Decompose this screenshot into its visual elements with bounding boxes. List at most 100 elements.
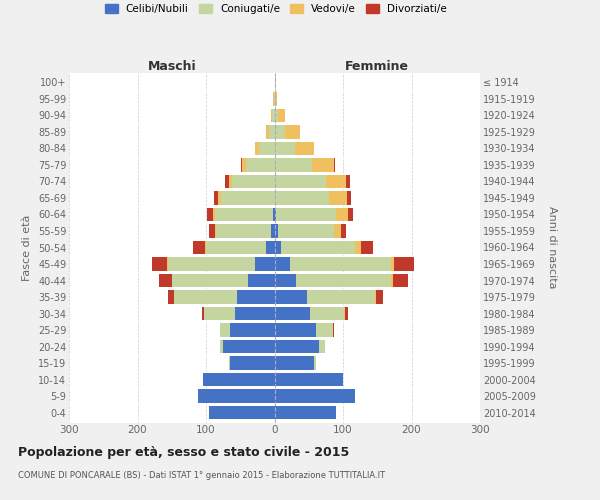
Bar (235, 307, 275, 320)
Bar (218, 191, 275, 204)
Bar (209, 224, 275, 238)
Bar (275, 406, 336, 419)
Bar (275, 340, 325, 353)
Bar (230, 356, 275, 370)
Bar (275, 390, 355, 403)
Bar (275, 356, 316, 370)
Bar (266, 240, 275, 254)
Bar (275, 274, 408, 287)
Bar (198, 390, 275, 403)
Bar (174, 290, 275, 304)
Bar (275, 307, 310, 320)
Bar (275, 208, 353, 221)
Bar (275, 356, 316, 370)
Bar (275, 390, 355, 403)
Bar (275, 108, 285, 122)
Bar (275, 191, 329, 204)
Bar (275, 240, 361, 254)
Bar (275, 307, 348, 320)
Bar (266, 125, 275, 138)
Bar (232, 174, 275, 188)
Bar (275, 224, 346, 238)
Bar (220, 324, 275, 337)
Bar (273, 92, 275, 106)
Bar (275, 92, 277, 106)
Bar (172, 274, 275, 287)
Bar (275, 324, 334, 337)
Bar (275, 158, 334, 172)
Bar (256, 142, 275, 155)
Bar (223, 340, 275, 353)
Bar (275, 76, 276, 89)
Bar (275, 390, 355, 403)
Bar (275, 406, 336, 419)
Bar (225, 174, 275, 188)
Bar (275, 174, 326, 188)
Bar (275, 224, 278, 238)
Bar (209, 406, 275, 419)
Bar (256, 142, 275, 155)
Bar (193, 240, 275, 254)
Bar (275, 274, 393, 287)
Bar (203, 373, 275, 386)
Bar (273, 92, 275, 106)
Bar (204, 307, 275, 320)
Bar (198, 390, 275, 403)
Bar (229, 356, 275, 370)
Text: Femmine: Femmine (345, 60, 409, 72)
Bar (275, 108, 278, 122)
Bar (275, 208, 276, 221)
Bar (220, 340, 275, 353)
Bar (275, 257, 394, 271)
Bar (275, 108, 285, 122)
Bar (229, 174, 275, 188)
Bar (246, 158, 275, 172)
Bar (275, 125, 300, 138)
Bar (172, 274, 275, 287)
Bar (169, 290, 275, 304)
Bar (275, 290, 307, 304)
Bar (275, 290, 383, 304)
Bar (275, 174, 346, 188)
Bar (275, 224, 341, 238)
Bar (205, 240, 275, 254)
Bar (275, 92, 277, 106)
Bar (220, 324, 275, 337)
Bar (275, 208, 336, 221)
Bar (152, 257, 275, 271)
Bar (203, 373, 275, 386)
Bar (215, 208, 275, 221)
Bar (275, 274, 296, 287)
Legend: Celibi/Nubili, Coniugati/e, Vedovi/e, Divorziati/e: Celibi/Nubili, Coniugati/e, Vedovi/e, Di… (101, 0, 451, 18)
Bar (275, 290, 374, 304)
Bar (275, 356, 316, 370)
Bar (275, 340, 325, 353)
Bar (271, 108, 275, 122)
Bar (209, 406, 275, 419)
Bar (275, 324, 333, 337)
Bar (275, 257, 290, 271)
Bar (220, 340, 275, 353)
Bar (274, 92, 275, 106)
Bar (275, 307, 344, 320)
Bar (259, 142, 275, 155)
Bar (271, 224, 275, 238)
Bar (167, 257, 275, 271)
Bar (275, 240, 373, 254)
Bar (209, 406, 275, 419)
Bar (174, 290, 275, 304)
Bar (256, 257, 275, 271)
Bar (203, 373, 275, 386)
Bar (271, 108, 275, 122)
Bar (266, 125, 275, 138)
Bar (275, 356, 314, 370)
Bar (275, 191, 347, 204)
Bar (275, 274, 391, 287)
Bar (275, 224, 334, 238)
Bar (209, 406, 275, 419)
Bar (275, 324, 316, 337)
Bar (229, 356, 275, 370)
Bar (275, 373, 343, 386)
Bar (275, 240, 281, 254)
Bar (275, 257, 391, 271)
